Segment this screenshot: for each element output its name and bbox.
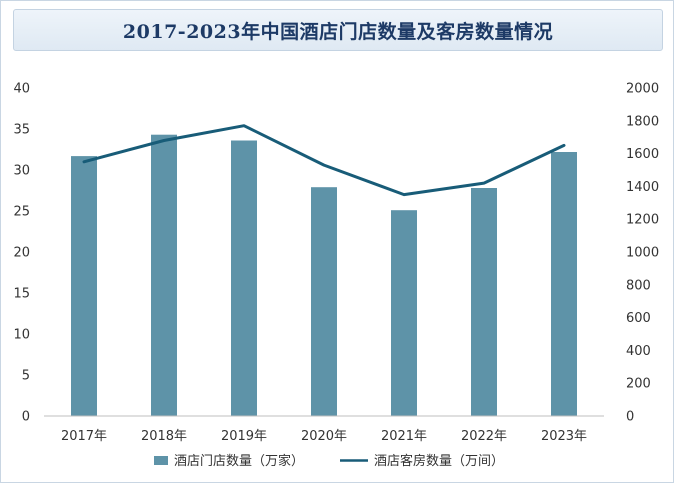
bar-3 bbox=[311, 187, 337, 416]
left-tick-label: 40 bbox=[13, 82, 30, 97]
bar-6 bbox=[551, 152, 577, 416]
left-tick-label: 0 bbox=[22, 410, 30, 425]
right-tick-label: 1800 bbox=[626, 114, 659, 129]
x-tick-label: 2017年 bbox=[61, 429, 107, 444]
left-axis-ticks: 0 5 10 15 20 25 30 35 40 bbox=[13, 82, 30, 425]
right-tick-label: 2000 bbox=[626, 82, 659, 97]
left-tick-label: 20 bbox=[13, 246, 30, 261]
bar-2 bbox=[231, 140, 257, 416]
legend-bar-label: 酒店门店数量（万家） bbox=[174, 453, 304, 469]
bars-group bbox=[71, 134, 577, 416]
right-tick-label: 1600 bbox=[626, 147, 659, 162]
right-tick-label: 600 bbox=[626, 311, 651, 326]
legend-line-label: 酒店客房数量（万间） bbox=[374, 453, 504, 469]
right-tick-label: 800 bbox=[626, 278, 651, 293]
right-tick-label: 0 bbox=[626, 410, 634, 425]
right-tick-label: 200 bbox=[626, 377, 651, 392]
bar-4 bbox=[391, 210, 417, 416]
x-tick-label: 2022年 bbox=[461, 429, 507, 444]
right-tick-label: 1200 bbox=[626, 213, 659, 228]
bar-5 bbox=[471, 188, 497, 416]
right-tick-label: 1000 bbox=[626, 246, 659, 261]
bar-1 bbox=[151, 134, 177, 416]
left-tick-label: 10 bbox=[13, 328, 30, 343]
right-axis-ticks: 0 200 400 600 800 1000 1200 1400 1600 1800 2000 bbox=[626, 82, 659, 425]
bar-0 bbox=[71, 156, 97, 416]
left-tick-label: 5 bbox=[22, 369, 30, 384]
right-tick-label: 400 bbox=[626, 344, 651, 359]
legend-bar-swatch bbox=[154, 456, 168, 465]
right-tick-label: 1400 bbox=[626, 180, 659, 195]
x-tick-label: 2021年 bbox=[381, 429, 427, 444]
x-tick-label: 2023年 bbox=[541, 429, 587, 444]
x-tick-label: 2018年 bbox=[141, 429, 187, 444]
chart-title: 2017-2023年中国酒店门店数量及客房数量情况 bbox=[122, 20, 554, 43]
left-tick-label: 15 bbox=[13, 287, 30, 302]
x-tick-label: 2020年 bbox=[301, 429, 347, 444]
legend: 酒店门店数量（万家） 酒店客房数量（万间） bbox=[154, 453, 504, 469]
left-tick-label: 25 bbox=[13, 205, 30, 220]
left-tick-label: 30 bbox=[13, 164, 30, 179]
title-bar: 2017-2023年中国酒店门店数量及客房数量情况 bbox=[13, 9, 663, 51]
line-group bbox=[82, 124, 566, 197]
left-tick-label: 35 bbox=[13, 123, 30, 138]
x-axis-ticks: 2017年 2018年 2019年 2020年 2021年 2022年 2023年 bbox=[61, 429, 587, 444]
x-tick-label: 2019年 bbox=[221, 429, 267, 444]
